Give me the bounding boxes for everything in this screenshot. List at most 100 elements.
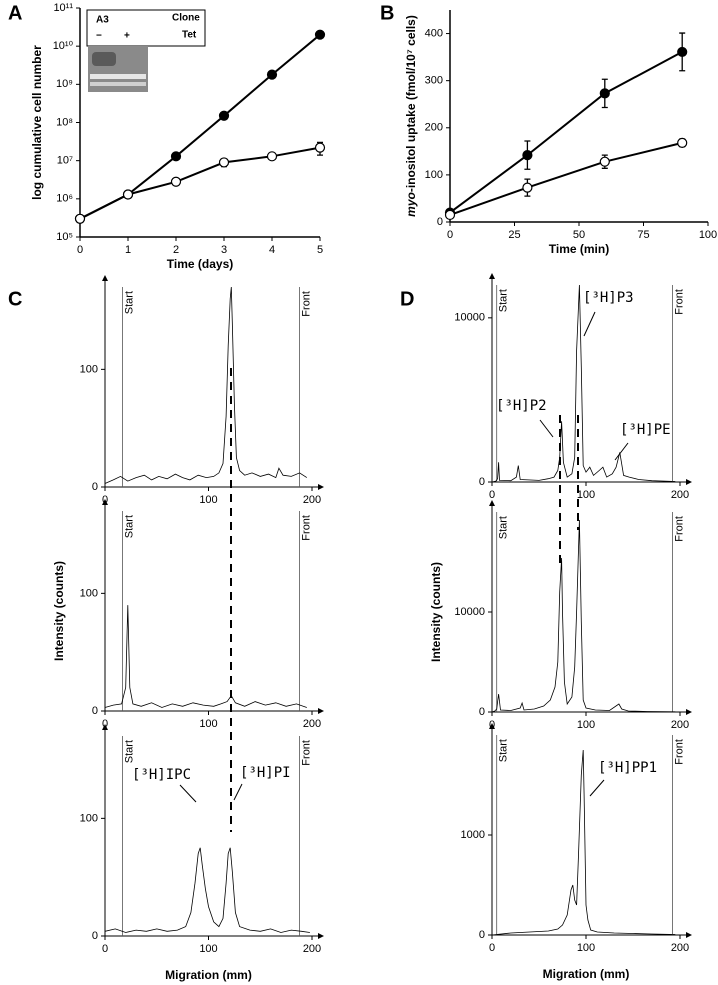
trace — [491, 749, 676, 936]
axis-arrow — [489, 723, 495, 729]
lane-marker-label: Front — [673, 289, 685, 315]
axis-arrow — [686, 479, 692, 485]
axis-arrow — [102, 499, 108, 505]
y-tick-label: 10¹¹ — [53, 2, 73, 14]
x-tick-label: 0 — [489, 942, 495, 954]
data-point — [677, 137, 688, 148]
leader-line — [539, 419, 554, 438]
lane-marker-label: Start — [124, 740, 136, 763]
axis-arrow — [318, 484, 324, 490]
data-point — [122, 189, 134, 200]
axis-arrow — [318, 933, 324, 939]
y-axis-title-part: -inositol uptake (fmol/10⁷ cells) — [404, 15, 418, 192]
data-point — [314, 29, 326, 40]
x-tick-label: 100 — [199, 718, 217, 730]
y-tick-label: 0 — [92, 930, 98, 942]
gel-band — [92, 52, 116, 66]
plot: 0 10000 0 100 200 Start Front D — [400, 273, 692, 501]
x-tick-label: 75 — [637, 229, 649, 241]
plot: 0 1000 0 100 200 Start Front Migration (mm) — [461, 723, 692, 981]
y-tick-label: 100 — [425, 169, 443, 181]
x-tick-label: 5 — [317, 244, 323, 256]
inset: A3 Clone − + Tet — [86, 9, 206, 92]
peak-label: [³H]IPC — [132, 767, 191, 783]
y-tick-label: 100 — [80, 587, 98, 599]
y-tick-label: 10000 — [454, 312, 485, 324]
line — [79, 146, 321, 220]
y-tick-label: 100 — [80, 812, 98, 824]
x-tick-label: 0 — [489, 489, 495, 501]
peak-label: [³H]P3 — [583, 290, 634, 306]
panel-letter: B — [380, 2, 394, 24]
inset-label: A3 — [96, 15, 109, 26]
peak-label: [³H]PI — [240, 765, 291, 781]
plot: 0 100 0 100 200 Start Front Migration (mm) — [80, 724, 324, 982]
x-tick-label: 0 — [102, 718, 108, 730]
data-point — [170, 151, 182, 162]
x-tick-label: 100 — [199, 943, 217, 955]
plot: 01000100200StartFrontC — [8, 275, 324, 506]
x-axis-title: Migration (mm) — [165, 968, 252, 982]
x-axis-title: Time (min) — [549, 242, 609, 256]
trace — [491, 519, 676, 713]
inset-label: Clone — [172, 13, 200, 24]
axis-arrow — [318, 708, 324, 714]
leader-line — [589, 779, 605, 797]
y-tick-label: 10000 — [454, 606, 485, 618]
data-point — [74, 213, 86, 224]
x-tick-label: 3 — [221, 244, 227, 256]
data-point — [599, 156, 610, 167]
x-tick-label: 100 — [577, 719, 595, 731]
gel-band — [90, 74, 146, 79]
trace — [491, 284, 676, 483]
trace — [104, 847, 310, 933]
inset-label: Tet — [182, 30, 197, 41]
y-tick-label: 100 — [80, 363, 98, 375]
panel-letter: D — [400, 288, 414, 310]
x-tick-label: 0 — [77, 244, 83, 256]
plot: 10⁵ 10⁶ 10⁷ 10⁸ 10⁹ 10¹⁰ 10¹¹ 0 1 2 3 4 5 Time (days)… — [8, 2, 326, 271]
peak-label: [³H]PP1 — [598, 760, 657, 776]
y-tick-label: 1000 — [461, 829, 485, 841]
x-tick-label: 1 — [125, 244, 131, 256]
y-tick-label: 300 — [425, 75, 443, 87]
x-tick-label: 100 — [699, 229, 717, 241]
data-point — [444, 209, 456, 221]
trace — [104, 605, 307, 708]
lane-marker-label: Front — [673, 739, 685, 765]
y-tick-label: 10⁶ — [56, 193, 73, 205]
x-tick-label: 0 — [447, 229, 453, 241]
y-tick-label: 0 — [479, 929, 485, 941]
y-tick-label: 10¹⁰ — [53, 40, 74, 52]
x-tick-label: 4 — [269, 244, 275, 256]
y-tick-label: 0 — [437, 216, 443, 228]
lane-marker-label: Start — [124, 291, 136, 314]
y-tick-label: 200 — [425, 122, 443, 134]
axis-arrow — [489, 273, 495, 279]
y-axis-title: Intensity (counts) — [52, 561, 66, 661]
peak-label: [³H]PE — [620, 422, 671, 438]
lane-marker-label: Start — [498, 289, 510, 312]
x-tick-label: 200 — [303, 718, 321, 730]
y-tick-label: 10⁵ — [56, 231, 73, 243]
y-tick-label: 10⁸ — [56, 116, 73, 128]
x-tick-label: 200 — [671, 489, 689, 501]
x-tick-label: 200 — [671, 942, 689, 954]
y-tick-label: 10⁷ — [57, 155, 73, 167]
leader-line — [614, 442, 629, 461]
x-tick-label: 100 — [577, 942, 595, 954]
plot: 0100000100200StartFrontIntensity (counts… — [429, 500, 692, 731]
x-tick-label: 2 — [173, 244, 179, 256]
x-tick-label: 200 — [303, 943, 321, 955]
x-tick-label: 100 — [199, 494, 217, 506]
data-point — [522, 182, 533, 193]
panel-letter: A — [8, 2, 22, 24]
y-axis-title: log cumulative cell number — [30, 45, 44, 200]
panel-letter: C — [8, 288, 22, 310]
axis-arrow — [489, 500, 495, 506]
x-axis-title: Time (days) — [167, 257, 233, 271]
y-tick-label: 400 — [425, 27, 443, 39]
y-axis-title-part: myo — [404, 192, 418, 217]
inset-frame — [86, 9, 206, 47]
